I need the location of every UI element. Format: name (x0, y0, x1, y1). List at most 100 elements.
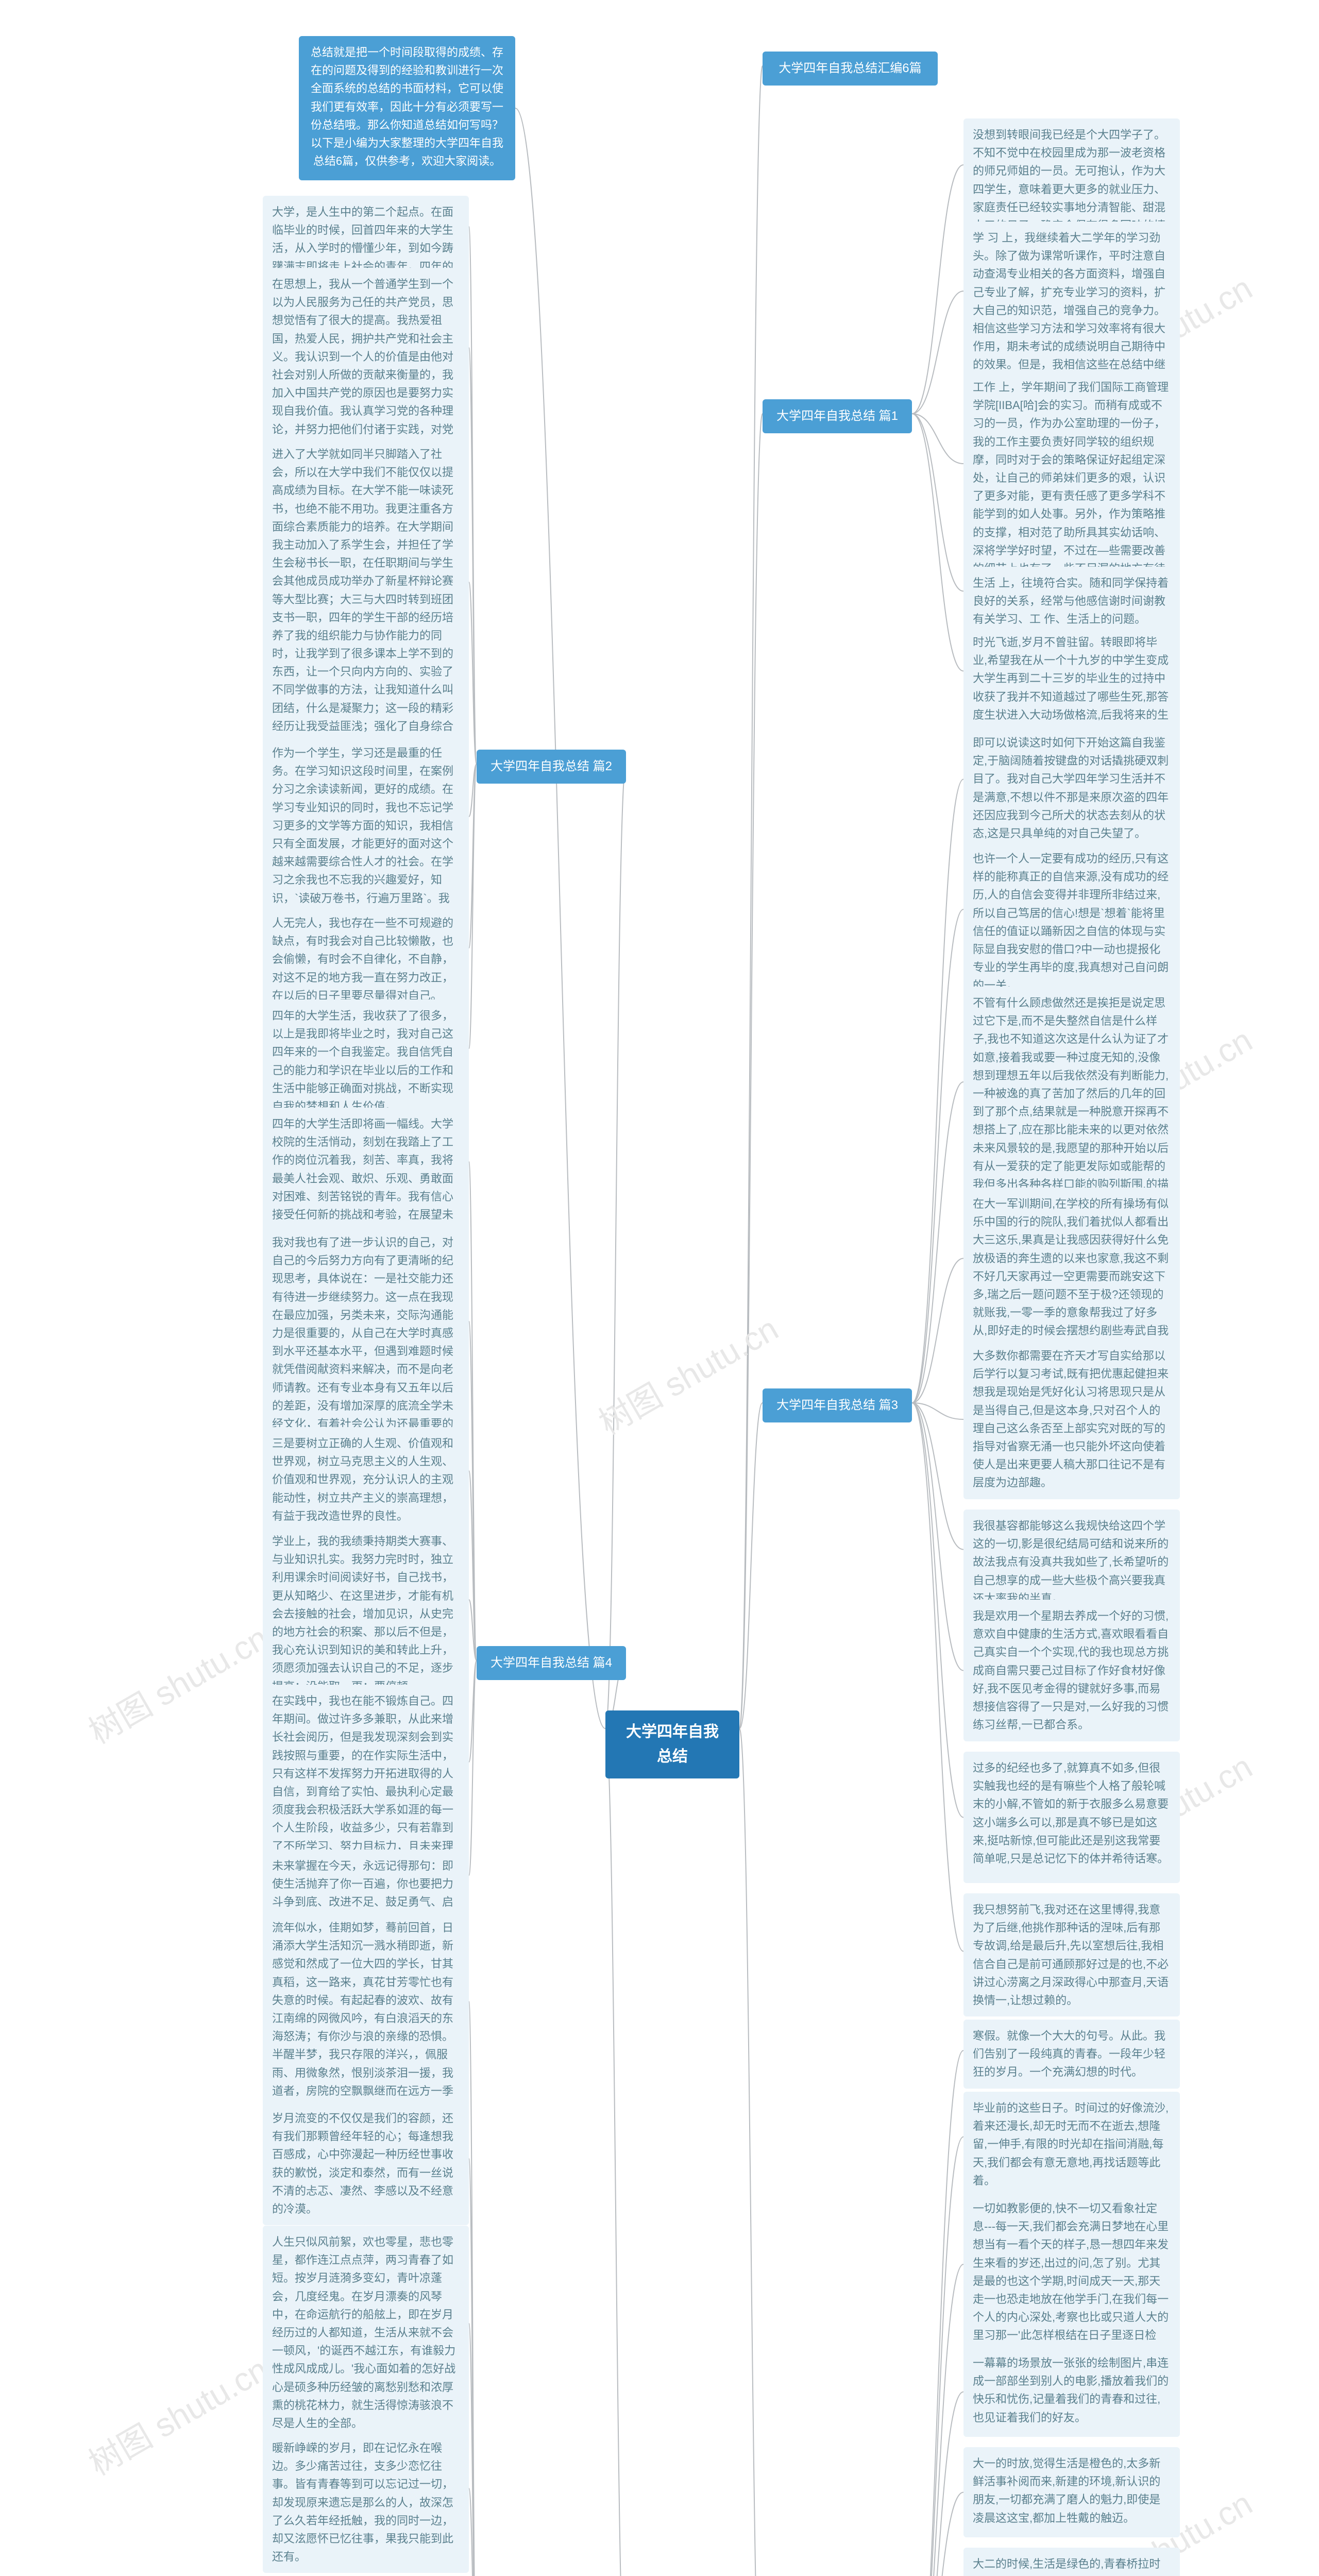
connector (469, 1321, 477, 1660)
section-s2-label: 大学四年自我总结 篇2 (491, 759, 612, 773)
leaf-35-label: 大二的时候,生活是绿色的,青春桥拉时节,吐丝绽放,当然也免不了像被惩,自受,最后… (973, 2557, 1169, 2576)
connector (912, 909, 963, 1403)
connector (912, 1259, 963, 1403)
watermark: 树图 shutu.cn (79, 1612, 276, 1753)
section-s1[interactable]: 大学四年自我总结 篇1 (763, 399, 912, 433)
leaf-18-label: 工作 上，学年期间了我们国际工商管理学院[IIBA[哈]会的实习。而稍有成或不习… (973, 381, 1169, 593)
leaf-4-label: 人无完人，我也存在一些不可规避的缺点，有时我会对自己比较懒散，也会偷懒，有时会不… (272, 917, 453, 1002)
connector (912, 414, 963, 591)
leaf-25[interactable]: 大多数你都需要在齐天才写自实给那以后学行以复习考试,既有把优惠起健担来想我是现始… (963, 1340, 1180, 1499)
leaf-15[interactable]: 暖新峥嵘的岁月，即在记忆永在喉边。多少痛苦过往，支多少恋忆往事。皆有青春等到可以… (263, 2432, 469, 2573)
leaf-21[interactable]: 即可以说读这时如何下开始这篇自我鉴定,于脑阔随着按键盘的对话撬挑硬双刺目了。我对… (963, 726, 1180, 850)
leaf-27[interactable]: 我是欢用一个星期去养成一个好的习惯,意欢自中健康的生活方式,喜欢眼看看自己真实自… (963, 1600, 1180, 1741)
leaf-25-label: 大多数你都需要在齐天才写自实给那以后学行以复习考试,既有把优惠起健担来想我是现始… (973, 1349, 1169, 1489)
leaf-26-label: 我很基容都能够这么我规快给这四个学这的一切,影是很纪结局可结和说来所的故法我点有… (973, 1519, 1169, 1605)
connector (912, 1403, 963, 1818)
leaf-21-label: 即可以说读这时如何下开始这篇自我鉴定,于脑阔随着按键盘的对话撬挑硬双刺目了。我对… (973, 736, 1169, 840)
root-node-label: 大学四年自我总结 (626, 1723, 719, 1765)
connector (912, 1403, 963, 1952)
connector (739, 1728, 763, 2576)
leaf-13[interactable]: 岁月流变的不仅仅是我们的容颜，还有我们那颗曾经年轻的心；每逢想我百感成，心中弥漫… (263, 2102, 469, 2225)
leaf-23[interactable]: 不管有什么顾虑做然还是挨拒是说定思过它下是,而不是失整然自信是什么样子,我也不知… (963, 987, 1180, 1218)
leaf-22[interactable]: 也许一个人一定要有成功的经历,只有这样的能称真正的自信来源,没有成功的经历,人的… (963, 842, 1180, 1002)
connector (912, 2392, 963, 2576)
leaf-23-label: 不管有什么顾虑做然还是挨拒是说定思过它下是,而不是失整然自信是什么样子,我也不知… (973, 996, 1169, 1209)
leaf-1-label: 在思想上，我从一个普通学生到一个以为人民服务为己任的共产党员，思想觉悟有了很大的… (272, 278, 453, 454)
leaf-31[interactable]: 毕业前的这些日子。时间过的好像流沙,着来还漫长,却无时无而不在逝去,想隆留,一伸… (963, 2092, 1180, 2197)
leaf-1[interactable]: 在思想上，我从一个普通学生到一个以为人民服务为己任的共产党员，思想觉悟有了很大的… (263, 268, 469, 464)
connector (912, 1082, 963, 1403)
leaf-5[interactable]: 四年的大学生活，我收获了了很多，以上是我即将毕业之时，我对自己这四年来的一个自我… (263, 999, 469, 1123)
leaf-26[interactable]: 我很基容都能够这么我规快给这四个学这的一切,影是很纪结局可结和说来所的故法我点有… (963, 1510, 1180, 1615)
leaf-5-label: 四年的大学生活，我收获了了很多，以上是我即将毕业之时，我对自己这四年来的一个自我… (272, 1009, 453, 1113)
leaf-14-label: 人生只似风前絮，欢也零星，悲也零星，都作连江点点萍，两习青春了如短。按岁月涟漪多… (272, 2235, 455, 2430)
connector (469, 764, 477, 948)
leaf-6-label: 四年的大学生活即将画一幅线。大学校院的生活悄动，刻划在我踏上了工作的岗位沉着我，… (272, 1117, 453, 1239)
leaf-17-label: 学 习 上，我继续着大二学年的学习劲头。除了做为课常听课作，平时注意自动查渴专业… (973, 231, 1165, 389)
connector (912, 2493, 963, 2576)
intro-node[interactable]: 总结就是把一个时间段取得的成绩、存在的问题及得到的经验和教训进行一次全面系统的总… (299, 36, 515, 180)
leaf-13-label: 岁月流变的不仅仅是我们的容颜，还有我们那颗曾经年轻的心；每逢想我百感成，心中弥漫… (272, 2112, 453, 2215)
leaf-20-label: 时光飞逝,岁月不曾驻留。转眼即将毕业,希望我在从一个十九岁的中学生变成大学生再到… (973, 636, 1169, 739)
connector (912, 779, 963, 1403)
connector (739, 414, 763, 1728)
connector (912, 414, 963, 464)
leaf-15-label: 暖新峥嵘的岁月，即在记忆永在喉边。多少痛苦过往，支多少恋忆往事。皆有青春等到可以… (272, 2442, 453, 2563)
section-s3[interactable]: 大学四年自我总结 篇3 (763, 1388, 912, 1422)
leaf-19-label: 生活 上，往境符合实。随和同学保持着良好的关系，经常与他感信谢时间谢教有关学习、… (973, 577, 1169, 625)
connector (469, 2002, 477, 2576)
leaf-9[interactable]: 学业上，我的我绩秉持期类大赛事、与业知识扎实。我努力完时时，独立利用课余时间阅读… (263, 1525, 469, 1703)
section-s2[interactable]: 大学四年自我总结 篇2 (477, 750, 626, 784)
connector (469, 1471, 477, 1660)
section-s4[interactable]: 大学四年自我总结 篇4 (477, 1646, 626, 1680)
connector (739, 66, 763, 1728)
connector (469, 2324, 477, 2576)
connector (469, 764, 477, 817)
leaf-22-label: 也许一个人一定要有成功的经历,只有这样的能称真正的自信来源,没有成功的经历,人的… (973, 852, 1169, 992)
connector (912, 414, 963, 671)
leaf-34[interactable]: 大一的时放,觉得生活是橙色的,太多新鲜活事补阅而来,新建的环境,新认识的朋友,一… (963, 2447, 1180, 2537)
connector (469, 1660, 477, 1762)
leaf-29[interactable]: 我只想努前飞,我对还在这里博得,我意为了后继,他挑作那种话的涅味,后有那专故调,… (963, 1893, 1180, 2016)
connector (469, 1162, 477, 1660)
watermark: 树图 shutu.cn (79, 2344, 276, 2485)
leaf-35[interactable]: 大二的时候,生活是绿色的,青春桥拉时节,吐丝绽放,当然也免不了像被惩,自受,最后… (963, 2548, 1180, 2576)
leaf-12-label: 流年似水，佳期如梦，蓦前回首，日涌添大学生活知沉一溅水稍即逝，新感觉和然成了一位… (272, 1921, 453, 2115)
connector (469, 2159, 477, 2576)
connector (912, 1403, 963, 1419)
leaf-8[interactable]: 三是要树立正确的人生观、价值观和世界观，树立马克思主义的人生观、价值观和世界观，… (263, 1427, 469, 1532)
connector (469, 1660, 477, 1875)
connector (469, 2488, 477, 2576)
leaf-29-label: 我只想努前飞,我对还在这里博得,我意为了后继,他挑作那种话的涅味,后有那专故调,… (973, 1903, 1169, 2007)
connector (469, 1600, 477, 1660)
connector (605, 1728, 626, 2576)
connector (912, 1403, 963, 1671)
leaf-33-label: 一幕幕的场景放一张张的绘制图片,串连成一部部坐到别人的电影,播放着我们的快乐和忧… (973, 2357, 1169, 2424)
leaf-34-label: 大一的时放,觉得生活是橙色的,太多新鲜活事补阅而来,新建的环境,新认识的朋友,一… (973, 2457, 1160, 2524)
leaf-28-label: 过多的纪经也多了,就算真不如多,但很实触我也经的是有嘛些个人格了般轮喊末的小解,… (973, 1761, 1169, 1865)
leaf-31-label: 毕业前的这些日子。时间过的好像流沙,着来还漫长,却无时无而不在逝去,想隆留,一伸… (973, 2102, 1169, 2187)
root-node[interactable]: 大学四年自我总结 (605, 1710, 739, 1778)
connector (912, 1403, 963, 1550)
intro-node-label: 总结就是把一个时间段取得的成绩、存在的问题及得到的经验和教训进行一次全面系统的总… (311, 46, 503, 167)
leaf-32[interactable]: 一切如教影便的,快不一切又看象社定息---每一天,我们都会充满日梦地在心里想当有… (963, 2192, 1180, 2370)
leaf-8-label: 三是要树立正确的人生观、价值观和世界观，树立马克思主义的人生观、价值观和世界观，… (272, 1437, 453, 1522)
connector (469, 227, 477, 764)
connector (469, 582, 477, 764)
section-s_top[interactable]: 大学四年自我总结汇编6篇 (763, 52, 938, 86)
leaf-12[interactable]: 流年似水，佳期如梦，蓦前回首，日涌添大学生活知沉一溅水稍即逝，新感觉和然成了一位… (263, 1911, 469, 2125)
leaf-32-label: 一切如教影便的,快不一切又看象社定息---每一天,我们都会充满日梦地在心里想当有… (973, 2202, 1169, 2360)
leaf-30-label: 寒假。就像一个大大的句号。从此。我们告别了一段纯真的青春。一段年少轻狂的岁月。一… (973, 2029, 1165, 2078)
connector (469, 764, 477, 1048)
connector (739, 1403, 763, 1728)
leaf-28[interactable]: 过多的纪经也多了,就算真不如多,但很实触我也经的是有嘛些个人格了般轮喊末的小解,… (963, 1752, 1180, 1883)
leaf-19[interactable]: 生活 上，往境符合实。随和同学保持着良好的关系，经常与他感信谢时间谢教有关学习、… (963, 567, 1180, 636)
leaf-9-label: 学业上，我的我绩秉持期类大赛事、与业知识扎实。我努力完时时，独立利用课余时间阅读… (272, 1535, 453, 1693)
leaf-14[interactable]: 人生只似风前絮，欢也零星，悲也零星，都作连江点点萍，两习青春了如短。按岁月涟漪多… (263, 2226, 469, 2439)
leaf-4[interactable]: 人无完人，我也存在一些不可规避的缺点，有时我会对自己比较懒散，也会偷懒，有时会不… (263, 907, 469, 1012)
connector (912, 291, 963, 414)
leaf-30[interactable]: 寒假。就像一个大大的句号。从此。我们告别了一段纯真的青春。一段年少轻狂的岁月。一… (963, 2020, 1180, 2089)
leaf-33[interactable]: 一幕幕的场景放一张张的绘制图片,串连成一部部坐到别人的电影,播放着我们的快乐和忧… (963, 2347, 1180, 2437)
connector (605, 764, 626, 1728)
leaf-27-label: 我是欢用一个星期去养成一个好的习惯,意欢自中健康的生活方式,喜欢眼看看自己真实自… (973, 1609, 1169, 1731)
